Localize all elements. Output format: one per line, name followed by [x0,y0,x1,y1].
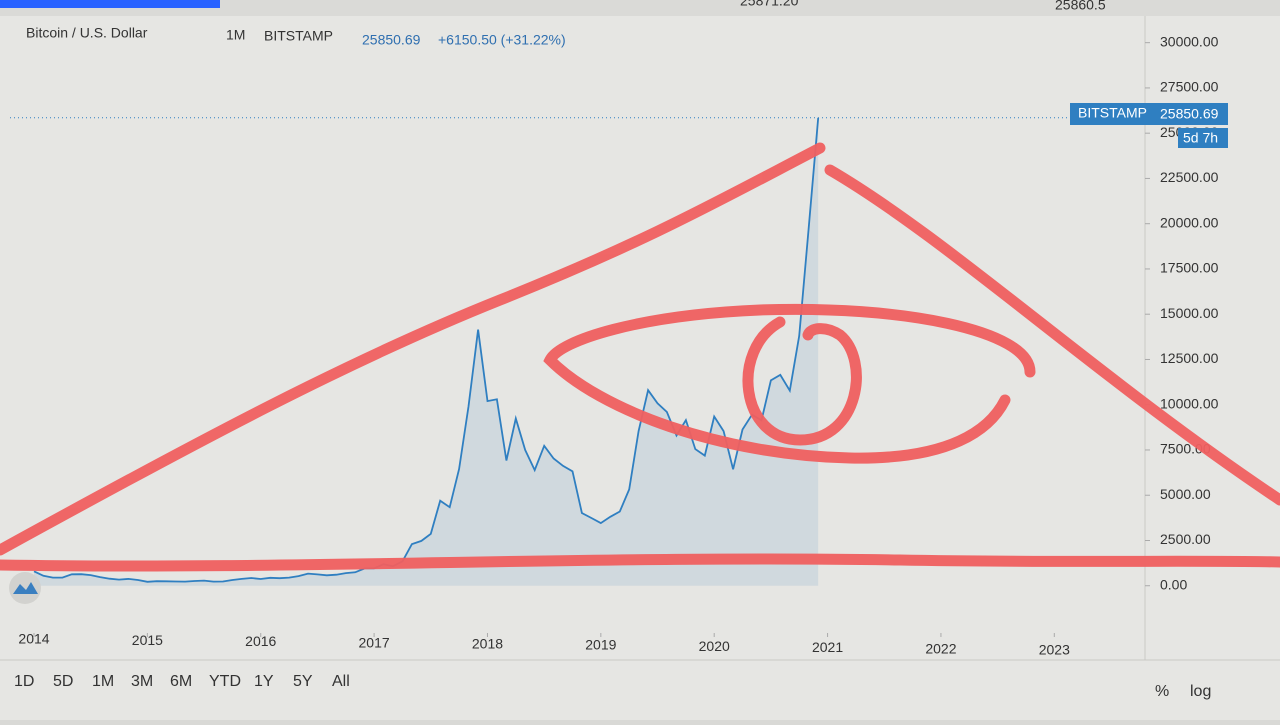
range-button[interactable]: 6M [170,673,192,690]
range-button[interactable]: YTD [209,673,241,690]
countdown-box [1178,128,1228,148]
percent-button[interactable]: % [1155,683,1169,700]
y-tick-label: 5000.00 [1160,486,1211,502]
tab [0,0,220,8]
top-quote: 25871.20 [740,0,799,9]
x-tick-label: 2017 [359,634,390,650]
x-tick-label: 2014 [18,631,49,647]
logo [9,572,41,604]
y-tick-label: 0.00 [1160,576,1187,592]
interval: 1M [226,27,245,43]
range-button[interactable]: 3M [131,673,153,690]
x-tick-label: 2019 [585,637,616,653]
price-tag [1070,103,1228,125]
change: +6150.50 (+31.22%) [438,32,566,48]
exchange: BITSTAMP [264,28,333,44]
y-tick-label: 12500.00 [1160,350,1219,366]
log-button[interactable]: log [1190,683,1211,700]
x-tick-label: 2021 [812,639,843,655]
plot: 0.002500.005000.007500.0010000.0012500.0… [10,33,1219,658]
price-tag-exchange: BITSTAMP [1078,105,1147,121]
drawn-eye [543,303,1036,464]
x-tick-label: 2015 [132,632,163,648]
y-tick-label: 22500.00 [1160,169,1219,185]
x-tick-label: 2022 [925,640,956,656]
y-tick-label: 20000.00 [1160,214,1219,230]
top-bar [0,0,1280,16]
drawn-line [0,553,1280,572]
drawing [0,142,1280,572]
range-button[interactable]: 1Y [254,673,274,690]
countdown: 5d 7h [1183,130,1218,146]
y-tick-label: 2500.00 [1160,531,1211,547]
last-price: 25850.69 [362,32,421,48]
logo-icon [13,582,38,594]
drawn-pupil [742,316,862,446]
area [34,117,819,586]
top-quote: 25860.5 [1055,0,1106,13]
drawn-line [0,142,826,556]
price-line [33,117,820,583]
range-button[interactable]: All [332,673,350,690]
x-tick-label: 2020 [699,638,730,654]
x-tick-label: 2016 [245,633,276,649]
symbol: Bitcoin / U.S. Dollar [26,25,148,41]
y-tick-label: 15000.00 [1160,305,1219,321]
x-tick-label: 2023 [1039,642,1070,658]
y-tick-label: 30000.00 [1160,33,1219,49]
y-tick-label: 17500.00 [1160,260,1219,276]
price-tag-value: 25850.69 [1160,106,1219,122]
toolbar: 1D 5D 1M 3M 6M YTD 1Y 5Y All [14,673,350,690]
range-button[interactable]: 5Y [293,673,313,690]
drawn-line [824,164,1280,506]
range-button[interactable]: 1D [14,673,34,690]
range-button[interactable]: 1M [92,673,114,690]
x-tick-label: 2018 [472,636,503,652]
y-tick-label: 27500.00 [1160,79,1219,95]
y-tick-label: 10000.00 [1160,395,1219,411]
range-button[interactable]: 5D [53,673,73,690]
